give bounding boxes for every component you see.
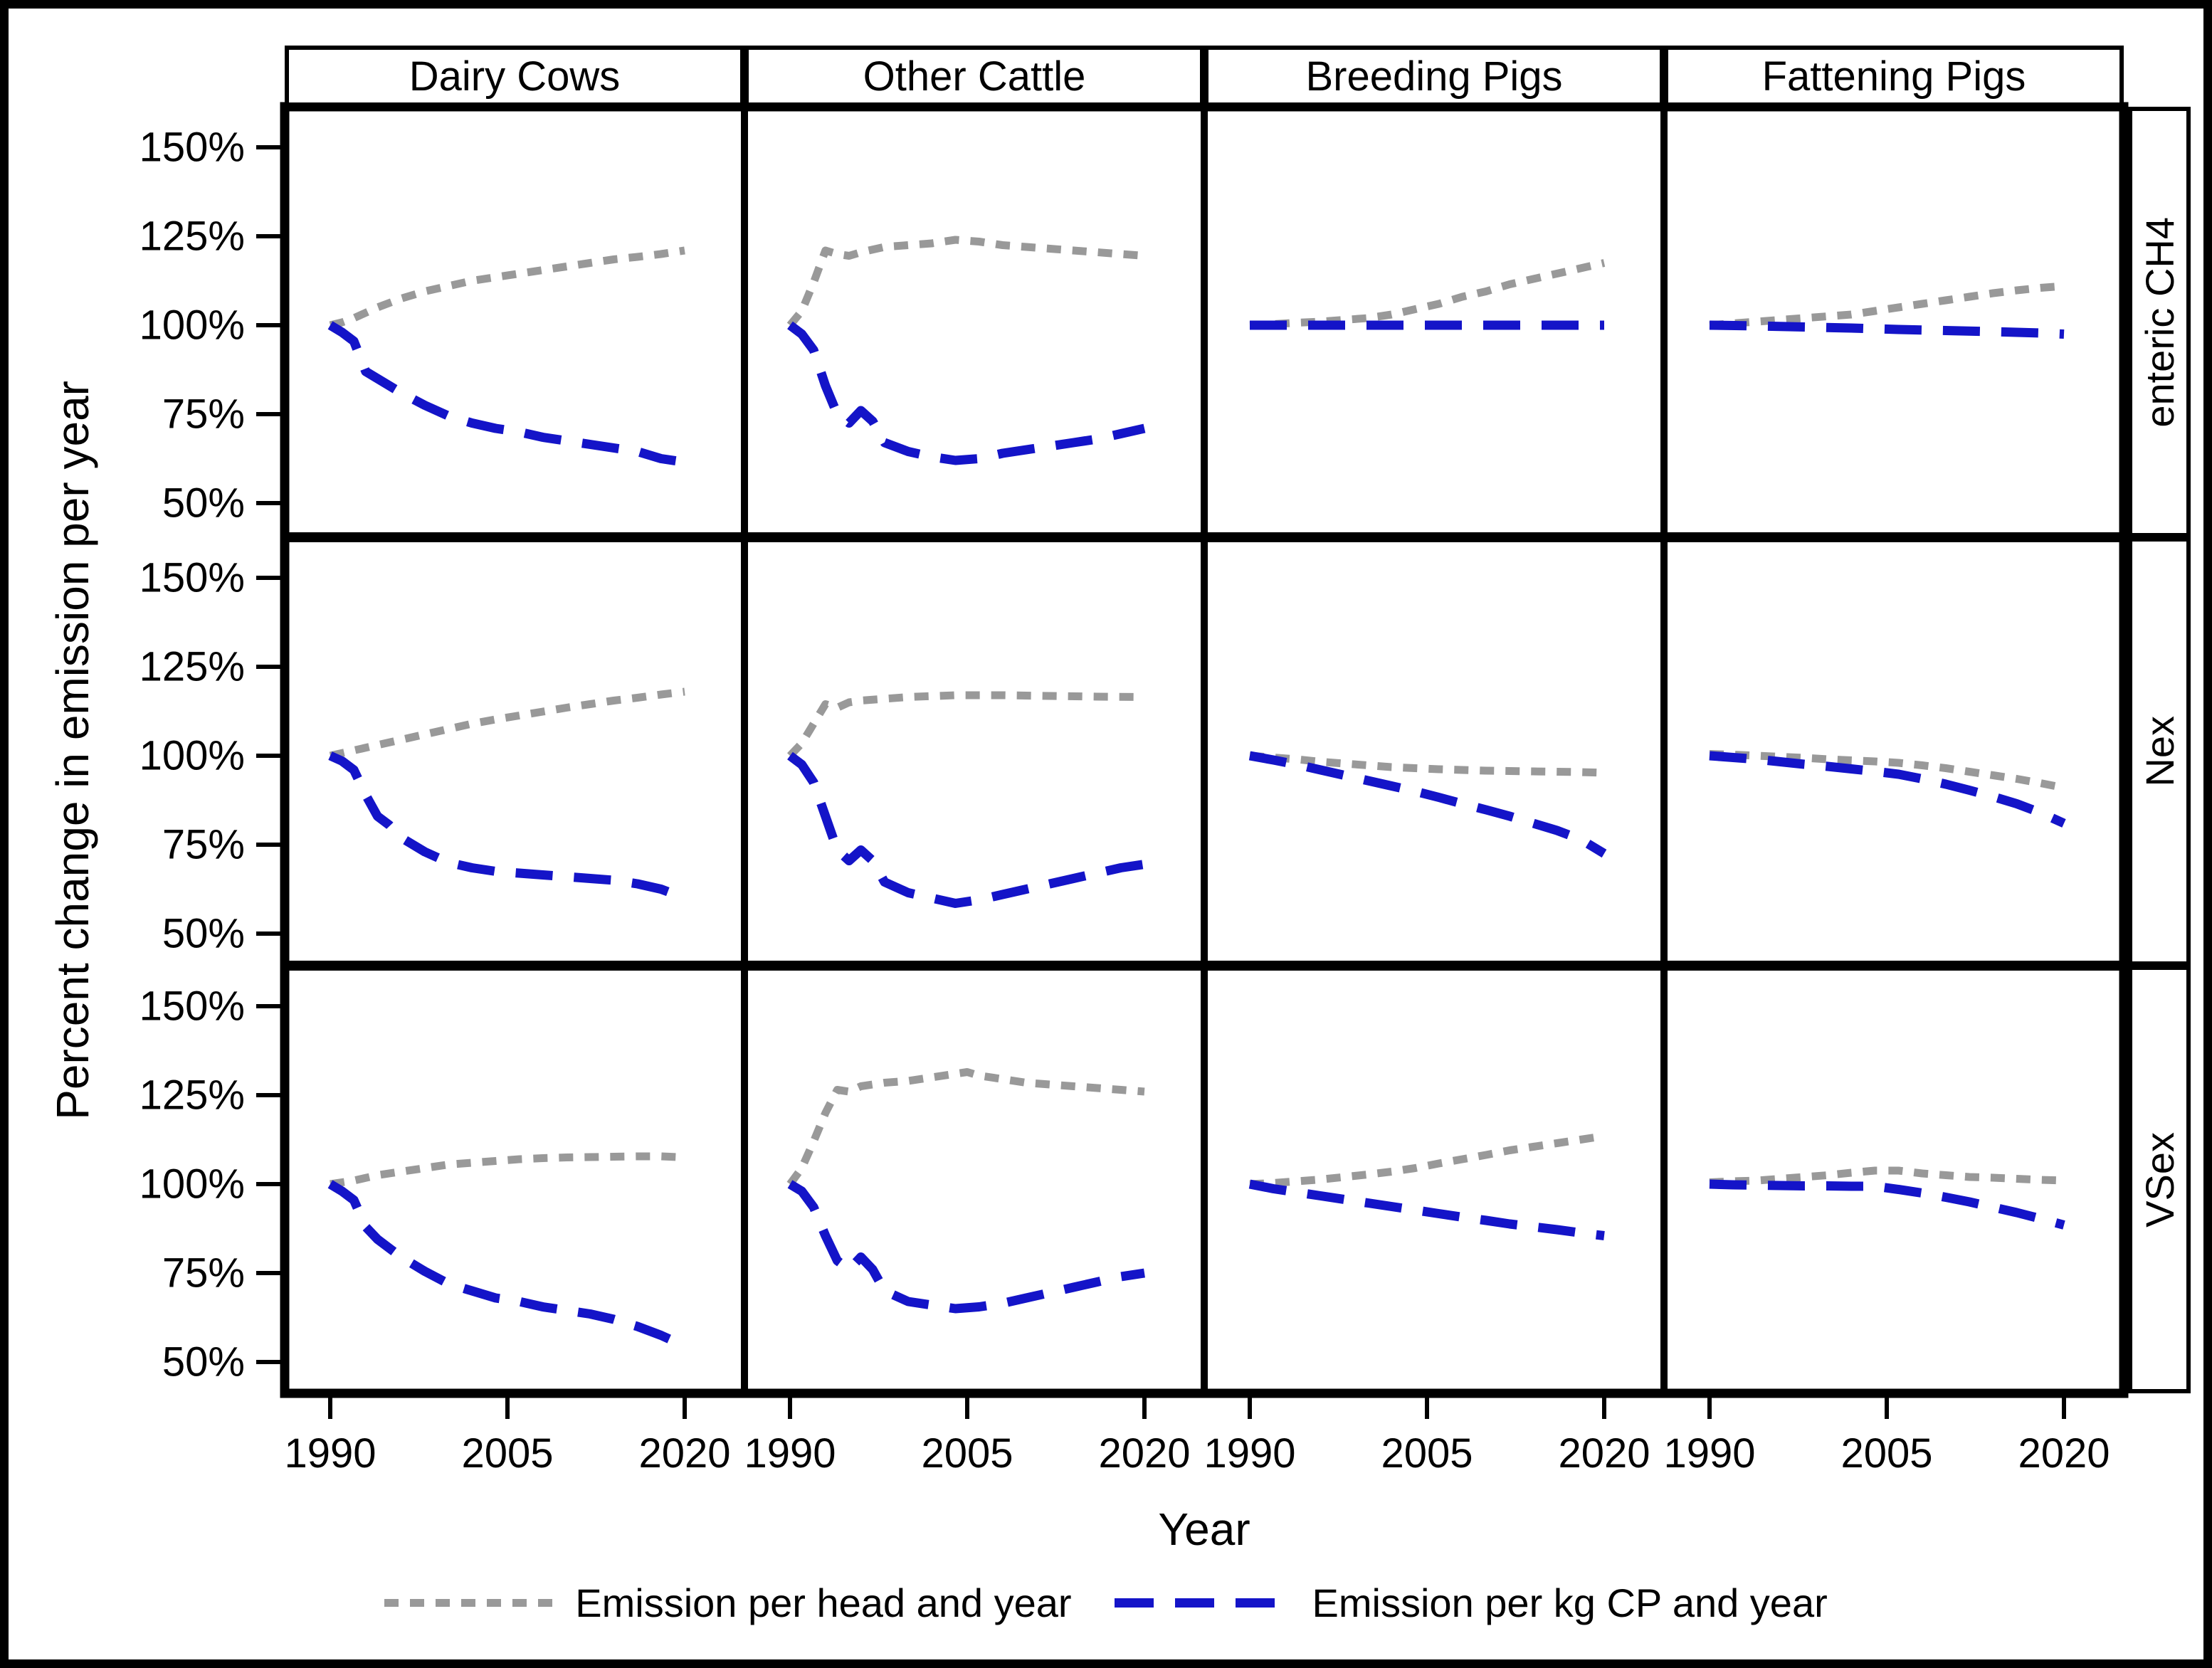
facet-row-label-nex: Nex: [2128, 537, 2191, 966]
facet-row-label-text: VSex: [2137, 1131, 2182, 1228]
line-emission-per-kg-cp-fattening-pigs-nex: [1709, 751, 2066, 828]
y-tick-label: 50%: [162, 480, 245, 527]
panel-breeding-pigs-vsex: [1201, 963, 1667, 1396]
line-emission-per-kg-cp-dairy-cows-nex: [328, 751, 687, 903]
legend-label-per-head: Emission per head and year: [575, 1580, 1072, 1625]
legend: Emission per head and year Emission per …: [9, 1580, 2203, 1626]
y-tick-label: 50%: [162, 911, 245, 957]
legend-label-per-kg-cp: Emission per kg CP and year: [1312, 1580, 1828, 1625]
x-tick-label: 2005: [1381, 1430, 1473, 1477]
line-emission-per-kg-cp-dairy-cows-enteric-ch4: [327, 321, 685, 467]
y-tick-label: 150%: [139, 555, 245, 601]
panel-other-cattle-vsex: [742, 963, 1207, 1396]
y-tick-label: 150%: [139, 125, 245, 171]
x-tick-label: 2005: [921, 1430, 1013, 1477]
line-emission-per-kg-cp-other-cattle-vsex: [787, 1180, 1145, 1314]
y-tick-label: 125%: [139, 644, 245, 690]
facet-row-label-text: enteric CH4: [2137, 216, 2182, 428]
line-emission-per-kg-cp-fattening-pigs-enteric-ch4: [1709, 320, 2065, 339]
x-tick-label: 2020: [638, 1430, 730, 1477]
x-axis-title: Year: [1158, 1504, 1250, 1555]
y-tick-label: 150%: [139, 983, 245, 1030]
line-emission-per-head-fattening-pigs-enteric-ch4: [1709, 282, 2065, 329]
y-axis-title-text: Percent change in emission per year: [47, 380, 98, 1120]
y-tick-label: 100%: [139, 1161, 245, 1208]
panel-other-cattle-nex: [742, 534, 1207, 968]
y-axis-title: Percent change in emission per year: [37, 107, 108, 1393]
line-emission-per-head-dairy-cows-enteric-ch4: [329, 246, 685, 329]
line-emission-per-head-dairy-cows-nex: [329, 687, 685, 760]
panel-fattening-pigs-nex: [1661, 534, 2127, 968]
x-tick-label: 1990: [1663, 1430, 1755, 1477]
x-tick-label: 2005: [1840, 1430, 1932, 1477]
y-tick-label: 125%: [139, 1072, 245, 1119]
panel-dairy-cows-enteric-ch4: [282, 104, 747, 540]
legend-item-per-kg-cp: Emission per kg CP and year: [1114, 1580, 1828, 1626]
legend-item-per-head: Emission per head and year: [384, 1580, 1072, 1626]
dashed-line-swatch-icon: [1114, 1598, 1292, 1608]
line-emission-per-kg-cp-breeding-pigs-vsex: [1248, 1179, 1605, 1240]
x-tick-label: 1990: [284, 1430, 376, 1477]
y-tick-label: 100%: [139, 302, 245, 349]
grid-outer-frame: [280, 102, 2129, 1398]
panel-dairy-cows-vsex: [282, 963, 747, 1396]
facet-grid-canvas: 150% 125% 100% 75% 50% 150% 125% 100% 75% 50% 150%…: [139, 102, 2129, 1477]
facet-column-header-fattening-pigs: Fattening Pigs: [1664, 46, 2124, 107]
panel-other-cattle-enteric-ch4: [742, 104, 1207, 540]
facet-column-header-other-cattle: Other Cattle: [744, 46, 1204, 107]
line-emission-per-head-dairy-cows-vsex: [330, 1152, 685, 1188]
line-emission-per-kg-cp-other-cattle-enteric-ch4: [787, 321, 1146, 465]
line-emission-per-head-other-cattle-enteric-ch4: [786, 236, 1145, 328]
facet-row-label-vsex: VSex: [2128, 966, 2191, 1393]
facet-column-header-breeding-pigs: Breeding Pigs: [1204, 46, 1664, 107]
facet-row-label-text: Nex: [2137, 716, 2182, 787]
y-tick-label: 100%: [139, 733, 245, 779]
y-tick-label: 75%: [162, 822, 245, 868]
line-emission-per-kg-cp-other-cattle-nex: [787, 751, 1145, 908]
y-tick-label: 75%: [162, 391, 245, 438]
line-emission-per-head-breeding-pigs-nex: [1249, 751, 1605, 777]
y-tick-label: 125%: [139, 213, 245, 260]
dotted-line-swatch-icon: [384, 1599, 556, 1607]
facet-column-header-dairy-cows: Dairy Cows: [285, 46, 744, 107]
panel-dairy-cows-nex: [282, 534, 747, 968]
facet-row-label-enteric-ch4: enteric CH4: [2128, 107, 2191, 537]
line-emission-per-head-other-cattle-vsex: [786, 1068, 1145, 1187]
x-tick-label: 2020: [1558, 1430, 1650, 1477]
line-emission-per-head-breeding-pigs-vsex: [1249, 1132, 1605, 1188]
line-emission-per-head-other-cattle-nex: [787, 691, 1145, 759]
x-tick-label: 2005: [461, 1430, 553, 1477]
y-tick-label: 50%: [162, 1339, 245, 1385]
panel-breeding-pigs-nex: [1201, 534, 1667, 968]
y-tick-label: 75%: [162, 1250, 245, 1297]
x-tick-label: 1990: [1204, 1430, 1295, 1477]
x-tick-label: 2020: [2018, 1430, 2110, 1477]
x-tick-label: 2020: [1098, 1430, 1190, 1477]
line-emission-per-kg-cp-breeding-pigs-nex: [1248, 751, 1607, 858]
line-emission-per-kg-cp-dairy-cows-vsex: [327, 1180, 687, 1351]
x-tick-label: 1990: [744, 1430, 836, 1477]
line-emission-per-kg-cp-fattening-pigs-vsex: [1709, 1179, 2065, 1230]
line-emission-per-head-fattening-pigs-vsex: [1709, 1166, 2065, 1186]
